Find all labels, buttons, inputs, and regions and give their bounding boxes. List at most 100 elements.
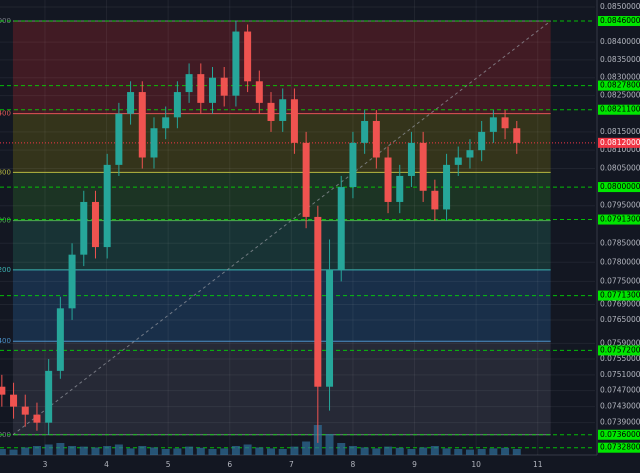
fib-label: 0.07780200 xyxy=(0,266,11,274)
volume-bar xyxy=(21,447,30,455)
volume-bar xyxy=(477,449,486,455)
candle-body xyxy=(244,31,252,82)
volume-bar xyxy=(419,447,428,455)
volume-bar xyxy=(220,448,229,455)
candle-body xyxy=(255,81,263,103)
candle-body xyxy=(68,254,76,309)
candle-body xyxy=(21,406,29,415)
volume-bar xyxy=(185,446,194,455)
volume-bar xyxy=(56,443,65,455)
volume-bar xyxy=(489,448,498,455)
volume-bar xyxy=(79,446,88,455)
price-tag xyxy=(598,442,640,453)
volume-bar xyxy=(372,448,381,455)
price-tag xyxy=(598,182,640,193)
candle-body xyxy=(419,142,427,191)
candle-body xyxy=(232,31,240,96)
fib-band xyxy=(12,341,551,435)
volume-bar xyxy=(290,446,299,455)
volume-bar xyxy=(138,446,147,455)
candle-body xyxy=(150,128,158,158)
fib-band xyxy=(12,220,551,270)
price-tag xyxy=(598,429,640,440)
candle-body xyxy=(127,92,135,114)
volume-bar xyxy=(407,449,416,455)
volume-bar xyxy=(360,447,369,455)
fib-band xyxy=(12,20,551,114)
x-tick-label: 6 xyxy=(227,460,232,469)
volume-bar xyxy=(32,446,41,455)
volume-bar xyxy=(44,444,53,455)
price-tag xyxy=(598,15,640,26)
candle-body xyxy=(396,175,404,202)
x-tick-label: 3 xyxy=(43,460,48,469)
candle-body xyxy=(513,128,521,143)
x-tick-label: 7 xyxy=(289,460,294,469)
x-tick-label: 9 xyxy=(412,460,417,469)
candle-body xyxy=(454,157,462,165)
volume-bar xyxy=(161,449,170,455)
candle-body xyxy=(33,414,41,423)
volume-bar xyxy=(512,449,521,455)
candle-body xyxy=(115,113,123,165)
candle-body xyxy=(302,142,310,217)
candle-body xyxy=(185,74,193,93)
candle-body xyxy=(337,187,345,270)
candle-body xyxy=(0,386,6,395)
fib-trend-line xyxy=(12,20,551,436)
volume-bar xyxy=(255,447,264,455)
candle-body xyxy=(279,99,287,121)
volume-bar xyxy=(196,447,205,455)
volume-bar xyxy=(501,447,510,455)
y-tick-label: 0.07390000 xyxy=(600,418,640,427)
volume-bar xyxy=(231,446,240,455)
candle-body xyxy=(361,120,369,143)
price-tag-label: 0.08120000 xyxy=(600,138,640,147)
volume-bar xyxy=(208,449,217,455)
volume-bar xyxy=(278,449,287,455)
price-tag xyxy=(598,80,640,91)
volume-bar xyxy=(384,446,393,455)
candle-body xyxy=(10,394,18,407)
volume-bar xyxy=(103,446,112,455)
volume-bar xyxy=(465,449,474,455)
volume-bar xyxy=(114,444,123,455)
x-tick-label: 5 xyxy=(166,460,171,469)
fib-band xyxy=(12,172,551,221)
candle-body xyxy=(80,201,88,255)
volume-bar xyxy=(337,443,346,455)
fib-label: 0.07595400 xyxy=(0,337,11,345)
candle-body xyxy=(162,117,170,129)
candle-body xyxy=(384,157,392,202)
candle-body xyxy=(407,142,415,176)
candle-body xyxy=(56,308,64,371)
candle-body xyxy=(103,164,111,248)
price-tag xyxy=(598,290,640,301)
candle-body xyxy=(267,102,275,121)
candle-body xyxy=(501,117,509,129)
candle-body xyxy=(466,150,474,158)
candle-body xyxy=(197,74,205,103)
x-tick-label: 4 xyxy=(104,460,109,469)
